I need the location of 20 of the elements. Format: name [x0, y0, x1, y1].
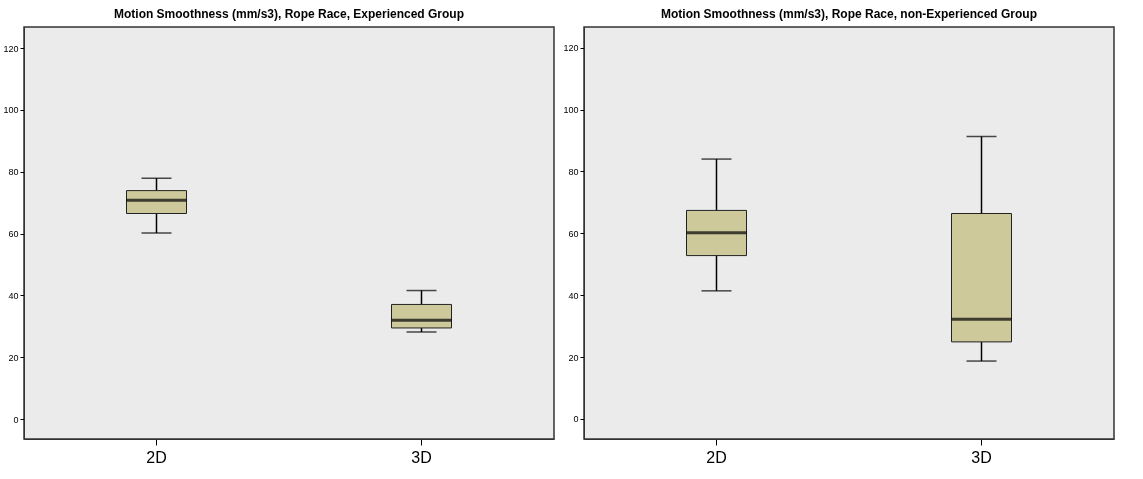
chart-title: Motion Smoothness (mm/s3), Rope Race, Experienced Group: [113, 7, 465, 21]
y-tick-label: 60: [568, 228, 579, 239]
y-tick-label: 0: [573, 414, 579, 425]
x-tick-label: 3D: [971, 448, 992, 466]
y-tick-label: 20: [8, 352, 19, 363]
y-tick-label: 100: [3, 105, 19, 116]
y-tick-label: 100: [563, 105, 579, 116]
y-tick-label: 80: [568, 166, 579, 177]
y-tick-label: 40: [568, 290, 579, 301]
y-tick-label: 20: [568, 352, 579, 363]
chart-title: Motion Smoothness (mm/s3), Rope Race, non-Experienced Group: [660, 7, 1038, 21]
x-tick-label: 2D: [146, 448, 167, 466]
y-tick-label: 120: [563, 43, 579, 54]
y-tick-label: 40: [8, 290, 19, 301]
x-tick-label: 2D: [706, 448, 727, 466]
x-tick-label: 3D: [411, 448, 432, 466]
y-tick-label: 60: [8, 229, 19, 240]
y-tick-label: 0: [13, 414, 19, 425]
y-tick-label: 80: [8, 167, 19, 178]
y-tick-label: 120: [3, 43, 19, 54]
